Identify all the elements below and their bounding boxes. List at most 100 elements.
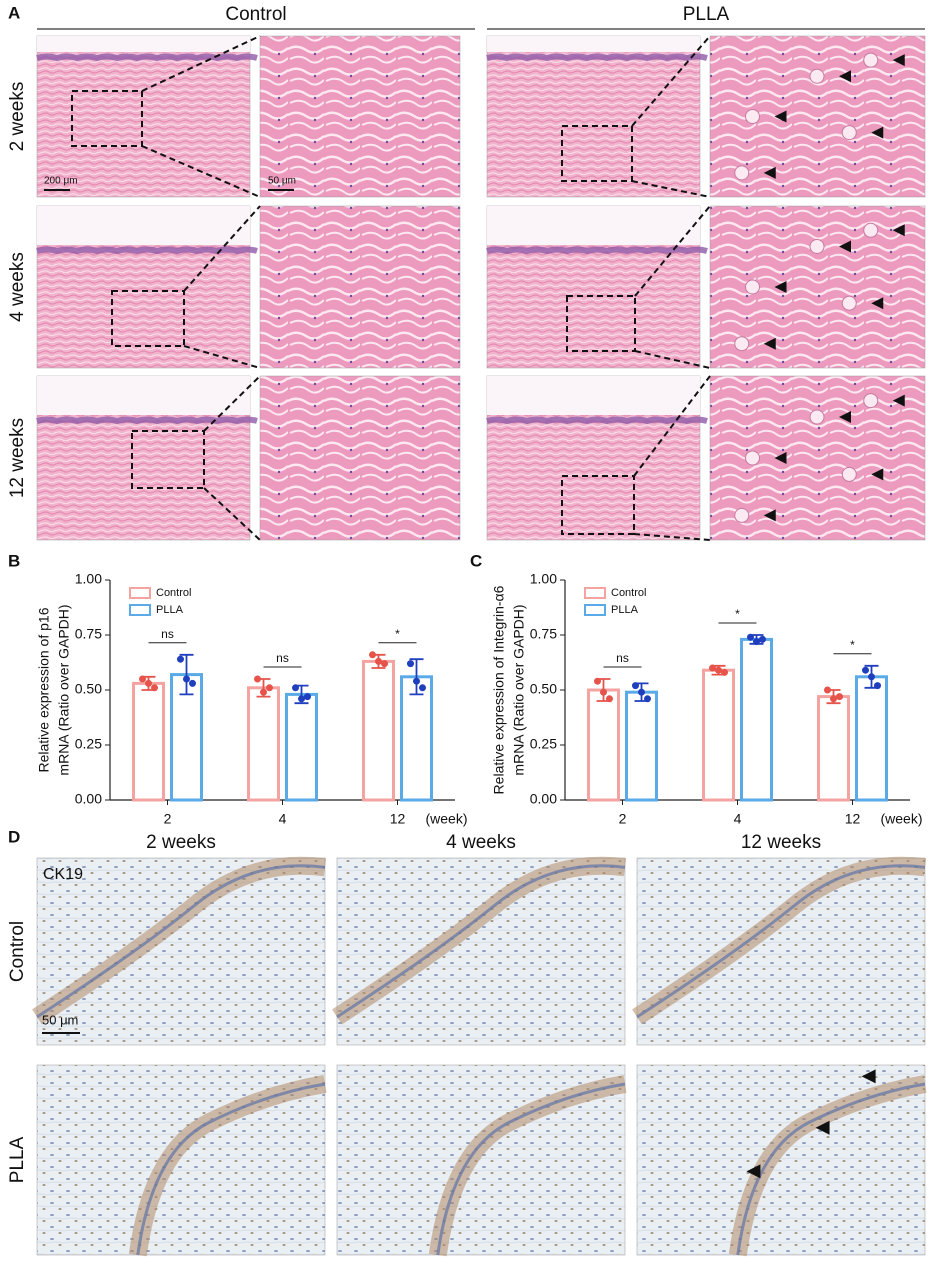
data-point	[606, 695, 613, 703]
significance-label: ns	[616, 651, 629, 665]
histology-zoom	[259, 205, 461, 369]
adipocyte	[734, 165, 750, 181]
data-point	[632, 682, 639, 690]
y-tick-label: 0.00	[75, 791, 102, 807]
y-tick-label: 1.00	[75, 571, 102, 587]
data-point	[304, 693, 311, 701]
y-tick-label: 0.50	[75, 681, 102, 697]
dermis-top	[37, 36, 250, 52]
legend-swatch	[129, 587, 151, 599]
adipocyte	[863, 52, 879, 68]
ihc-epidermis-edge	[736, 1082, 926, 1256]
data-point	[381, 660, 388, 668]
bar	[702, 668, 735, 802]
data-point	[413, 677, 420, 685]
significance-label: *	[735, 607, 740, 621]
x-tick-label: 2	[164, 811, 172, 827]
data-point	[260, 688, 267, 696]
x-tick-label: 4	[734, 811, 742, 827]
adipocyte	[863, 393, 879, 409]
epidermis	[36, 416, 258, 425]
significance-label: *	[850, 638, 855, 652]
zoom-box	[561, 125, 633, 182]
adipocyte	[745, 109, 760, 124]
arrow	[892, 54, 905, 67]
significance-label: ns	[161, 627, 174, 641]
arrow	[774, 281, 787, 293]
significance-label: ns	[276, 651, 289, 665]
arrow	[774, 110, 787, 123]
y-axis-label: Relative expression of p16	[36, 607, 52, 772]
epidermis	[486, 246, 708, 255]
legend-label: PLLA	[156, 604, 184, 616]
y-tick-label: 0.00	[530, 791, 557, 807]
adipocyte	[734, 507, 750, 523]
y-tick-label: 0.75	[75, 626, 102, 642]
row-label: 4 weeks	[7, 252, 28, 322]
y-tick-label: 0.25	[530, 736, 557, 752]
arrow	[763, 337, 776, 350]
data-point	[145, 679, 152, 687]
data-point	[298, 695, 305, 703]
data-point	[177, 655, 184, 663]
x-tick-label: 4	[279, 811, 287, 827]
data-point	[139, 675, 146, 683]
data-point	[419, 684, 426, 692]
legend-label: Control	[611, 587, 646, 599]
histology-zoom	[259, 375, 461, 541]
arrow	[774, 452, 787, 464]
data-point	[189, 679, 196, 687]
zoom-line	[183, 205, 261, 292]
dermis-top	[37, 206, 250, 245]
dermis-top	[487, 376, 700, 415]
epidermis	[36, 246, 258, 255]
data-point	[747, 633, 754, 641]
panel-label: D	[8, 827, 20, 846]
arrow	[839, 240, 851, 253]
zoom-line	[203, 487, 261, 541]
row-label: 12 weeks	[7, 418, 28, 498]
x-axis-label: (week)	[426, 811, 468, 827]
y-tick-label: 0.75	[530, 626, 557, 642]
scale-bar-label: 50 μm	[268, 176, 296, 187]
ihc-image	[36, 857, 326, 1046]
data-point	[292, 684, 299, 692]
data-point	[830, 695, 837, 703]
zoom-box	[566, 295, 636, 352]
column-header: Control	[225, 4, 286, 25]
zoom-line	[141, 35, 261, 92]
y-tick-label: 0.50	[530, 681, 557, 697]
adipocyte	[841, 125, 857, 141]
data-point	[369, 651, 376, 659]
adipocyte	[745, 450, 760, 466]
adipocyte	[745, 279, 760, 295]
arrow	[892, 224, 905, 237]
column-header: PLLA	[683, 4, 730, 25]
epidermis	[486, 53, 708, 62]
y-tick-label: 0.25	[75, 736, 102, 752]
zoom-line	[631, 180, 711, 198]
bar	[285, 692, 318, 802]
data-point	[638, 688, 645, 696]
bar	[247, 686, 280, 802]
adipocyte	[809, 68, 825, 84]
bar	[362, 659, 395, 802]
x-tick-label: 2	[619, 811, 627, 827]
data-point	[759, 635, 766, 643]
zoom-box	[561, 475, 635, 535]
arrow	[763, 166, 776, 179]
y-axis-label: mRNA (Ratio over GAPDH)	[56, 604, 72, 775]
error-bar	[409, 658, 424, 696]
data-point	[183, 675, 190, 683]
row-label: PLLA	[7, 1136, 28, 1183]
panel-label: A	[8, 3, 20, 22]
arrow	[861, 1069, 876, 1084]
x-tick-label: 12	[845, 811, 861, 827]
data-point	[709, 664, 716, 672]
error-bar	[179, 653, 194, 696]
adipocyte	[809, 409, 825, 425]
data-point	[836, 693, 843, 701]
zoom-line	[633, 533, 711, 541]
bar	[855, 675, 888, 802]
